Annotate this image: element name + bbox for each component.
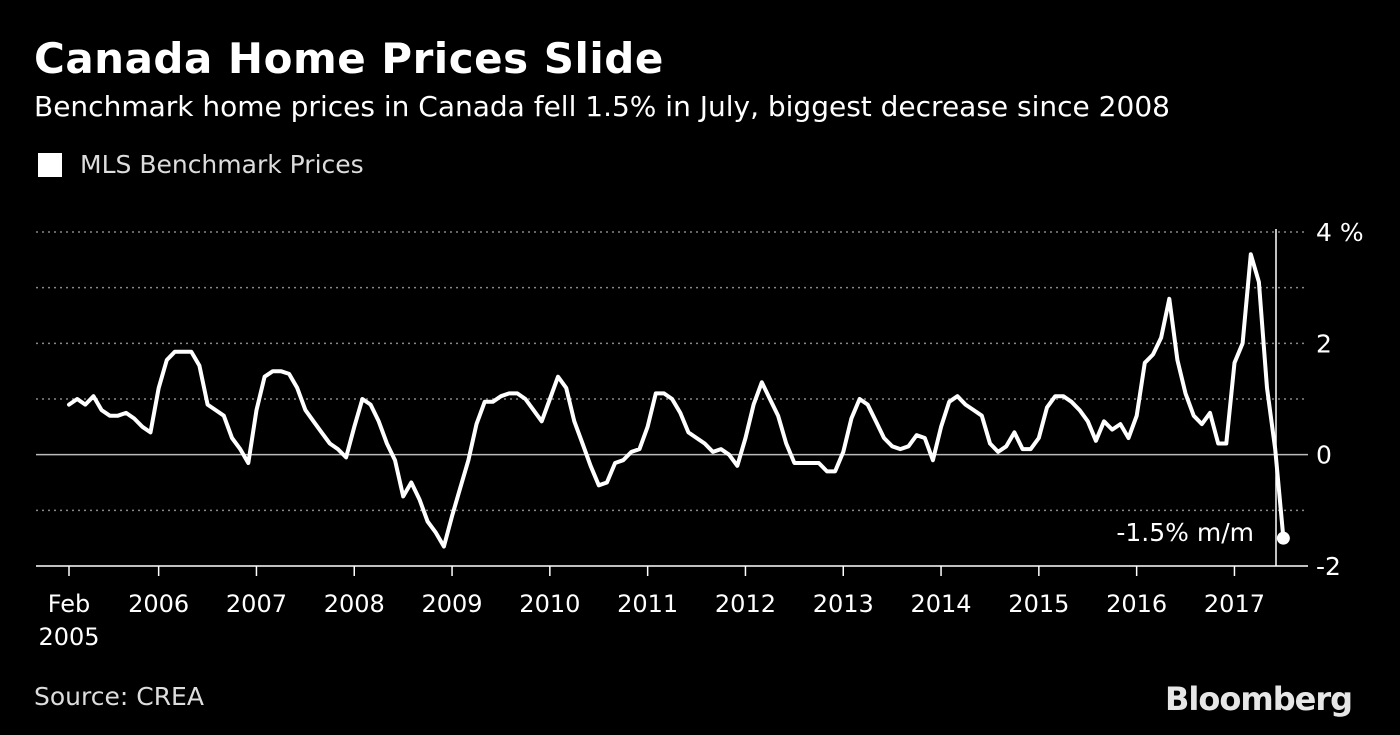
- legend: MLS Benchmark Prices: [38, 150, 364, 179]
- x-tick-label: 2007: [226, 590, 287, 618]
- legend-swatch: [38, 152, 62, 177]
- chart-title: Canada Home Prices Slide: [34, 34, 664, 83]
- x-tick-label: 2012: [715, 590, 776, 618]
- annotation-layer: -1.5% m/m: [1116, 518, 1254, 547]
- last-value-annotation: -1.5% m/m: [1116, 518, 1254, 547]
- series-layer: [67, 252, 1290, 549]
- x-tick-label: 2010: [519, 590, 580, 618]
- y-axis-ticks: 4 % 2 0 -2: [1316, 218, 1364, 581]
- x-tick-label: 2006: [128, 590, 189, 618]
- x-tick-label: 2017: [1204, 590, 1265, 618]
- x-axis-ticks: Feb 2005 2006 2007 2008 2009 2010 2011 2012 2013 2…: [38, 566, 1265, 651]
- x-tick-label: Feb 2005: [38, 590, 99, 651]
- x-tick-label: 2014: [911, 590, 972, 618]
- x-tick-label: 2009: [422, 590, 483, 618]
- grid-lines: [36, 231, 1308, 512]
- x-tick-label: 2011: [617, 590, 678, 618]
- source-note: Source: CREA: [34, 682, 204, 711]
- axes: [36, 229, 1308, 567]
- chart-subtitle: Benchmark home prices in Canada fell 1.5…: [34, 90, 1170, 123]
- x-tick-label: 2015: [1008, 590, 1069, 618]
- y-tick-label: 2: [1316, 329, 1332, 358]
- x-tick-label: 2013: [813, 590, 874, 618]
- bloomberg-logo: Bloomberg: [1165, 680, 1353, 718]
- y-tick-label: 0: [1316, 441, 1332, 470]
- y-tick-label: 4 %: [1316, 218, 1364, 247]
- x-tick-label: 2016: [1106, 590, 1167, 618]
- series-line-mls-benchmark: [67, 252, 1286, 549]
- legend-label: MLS Benchmark Prices: [80, 150, 364, 179]
- y-tick-label: -2: [1316, 552, 1341, 581]
- last-value-marker: [1276, 531, 1290, 545]
- x-tick-label: 2008: [324, 590, 385, 618]
